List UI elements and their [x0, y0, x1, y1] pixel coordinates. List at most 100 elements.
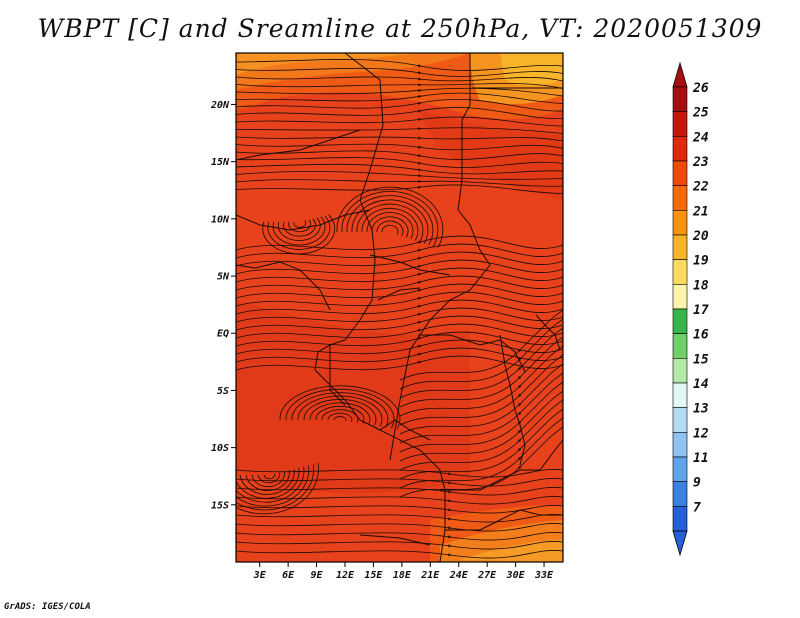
streamline	[399, 336, 563, 408]
colorbar-segment	[672, 308, 688, 334]
streamline	[236, 76, 563, 82]
streamline	[236, 259, 563, 275]
streamline	[341, 191, 439, 247]
streamline	[272, 216, 326, 246]
streamline	[399, 417, 563, 489]
colorbar-segment	[672, 333, 688, 359]
streamline	[263, 473, 276, 480]
streamline	[236, 469, 563, 478]
streamline	[236, 339, 563, 355]
streamline	[346, 195, 434, 246]
streamline	[351, 199, 429, 244]
streamline	[236, 99, 563, 112]
colorbar-label: 11	[693, 451, 709, 466]
streamline	[236, 92, 563, 104]
streamline	[327, 412, 353, 423]
streamline	[236, 58, 563, 71]
lat-tick-label: 5S	[217, 386, 229, 397]
streamline	[236, 275, 563, 291]
colorbar-segment	[672, 358, 688, 384]
streamline	[236, 291, 563, 307]
lat-tick-label: 10N	[211, 214, 230, 225]
colorbar-segment	[672, 506, 688, 532]
field-patch-north-edge-2	[236, 53, 420, 75]
streamline	[236, 157, 563, 168]
streamline	[236, 464, 315, 511]
streamline	[236, 462, 319, 515]
longitude-axis: 3E 6E 9E 12E 15E 18E 21E 24E 27E 30E 33E	[253, 562, 554, 581]
lon-tick-label: 18E	[393, 570, 412, 581]
streamline	[236, 67, 563, 77]
streamline	[236, 487, 563, 496]
colorbar-label: 19	[693, 254, 709, 269]
streamline	[236, 251, 563, 267]
streamline	[399, 381, 563, 453]
streamline	[399, 408, 563, 480]
lon-tick-label: 15E	[364, 570, 383, 581]
colorbar-label: 12	[693, 426, 709, 441]
field-patch-northeast-2	[500, 53, 563, 86]
streamline	[399, 426, 563, 498]
streamline	[236, 116, 563, 127]
colorbar-label: 9	[693, 476, 701, 491]
streamline	[236, 467, 300, 499]
colorbar-label: 13	[693, 402, 709, 417]
colorbar-label: 22	[692, 180, 709, 195]
lon-tick-label: 30E	[506, 570, 526, 581]
colorbar-segment	[672, 407, 688, 433]
streamline	[236, 465, 310, 507]
colorbar-label: 21	[692, 204, 709, 219]
streamline	[236, 505, 563, 514]
streamline	[257, 472, 281, 484]
colorbar-label: 24	[692, 130, 709, 145]
streamline	[236, 179, 563, 187]
colorbar-segment	[672, 481, 688, 507]
streamline	[236, 550, 563, 559]
streamline	[236, 87, 563, 97]
colorbar-label: 17	[693, 303, 709, 318]
streamline	[288, 219, 311, 233]
streamline	[336, 186, 444, 249]
lat-tick-label: 5N	[217, 272, 230, 283]
streamline	[399, 345, 563, 417]
streamline	[236, 307, 563, 323]
map-frame	[235, 52, 564, 563]
lon-tick-label: 12E	[336, 570, 355, 581]
colorbar-label: 15	[693, 352, 709, 367]
colorbar-label: 20	[692, 229, 709, 244]
colorbar-segment	[672, 284, 688, 310]
streamline	[236, 331, 563, 347]
streamline	[381, 224, 399, 235]
lat-tick-label: 10S	[211, 443, 229, 454]
streamline	[399, 363, 563, 435]
streamline	[236, 163, 563, 175]
lat-tick-label: 20N	[210, 100, 230, 111]
colorbar-label: 14	[693, 377, 709, 392]
streamline	[279, 385, 401, 430]
colorbar-label: 23	[692, 155, 709, 170]
field-patch-east	[420, 110, 563, 200]
colorbar-label: 25	[692, 106, 709, 121]
colorbar-segment	[672, 259, 688, 285]
streamline	[236, 107, 563, 119]
streamline	[356, 203, 424, 243]
streamline	[245, 470, 290, 491]
streamline	[239, 468, 295, 495]
streamline	[236, 171, 563, 180]
colorbar-label: 16	[693, 328, 709, 343]
lon-tick-label: 9E	[311, 570, 324, 581]
streamline	[236, 267, 563, 283]
lat-tick-label: EQ	[217, 329, 229, 340]
streamline	[236, 355, 563, 371]
streamline	[291, 392, 389, 428]
streamline	[236, 323, 563, 339]
streamline	[236, 136, 563, 142]
streamline	[297, 395, 383, 427]
streamline	[309, 402, 371, 425]
streamline	[236, 143, 563, 151]
colorbar-segment	[672, 456, 688, 482]
grads-credit: GrADS: IGES/COLA	[4, 602, 91, 612]
streamline	[267, 215, 331, 250]
colorbar-segment	[672, 86, 688, 112]
